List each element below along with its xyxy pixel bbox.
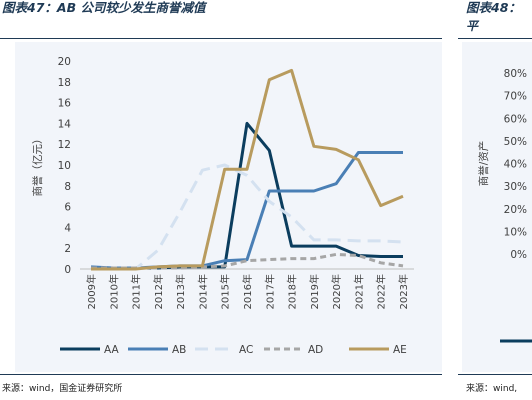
- x-tick-label: 2012年: [152, 274, 165, 309]
- right-y-tick-label: 70%: [504, 91, 527, 103]
- x-tick-label: 2021年: [352, 274, 365, 309]
- figure-48-title-continued: 平: [466, 19, 479, 33]
- right-y-tick-label: 40%: [504, 159, 527, 171]
- x-tick-label: 2009年: [85, 274, 98, 309]
- legend-label-ac: AC: [239, 344, 253, 356]
- right-y-tick-label: 80%: [504, 68, 527, 80]
- right-source-note: 来源：wind,: [466, 384, 518, 394]
- right-y-axis-title: 商誉/资产: [477, 141, 490, 187]
- left-title-rule: [0, 38, 442, 39]
- legend-label-ab: AB: [172, 344, 186, 356]
- x-tick-label: 2016年: [241, 274, 254, 309]
- right-y-tick-label: 50%: [504, 136, 527, 148]
- y-tick-label: 18: [58, 77, 71, 89]
- right-source-rule: [458, 374, 532, 375]
- figure-47-title: 图表47：AB 公司较少发生商誉减值: [2, 0, 206, 15]
- legend-label-aa: AA: [104, 344, 119, 356]
- right-title-rule: [458, 38, 532, 39]
- right-y-tick-label: 20%: [504, 204, 527, 216]
- series-line-ac: [91, 163, 404, 271]
- y-tick-label: 2: [64, 243, 71, 255]
- legend-label-ad: AD: [308, 344, 323, 356]
- right-chart-panel: [462, 42, 532, 372]
- right-y-tick-label: 60%: [504, 113, 527, 125]
- figure-48-title: 图表48：: [466, 0, 521, 15]
- y-tick-label: 4: [64, 222, 71, 234]
- y-tick-label: 16: [58, 98, 72, 110]
- y-tick-label: 14: [58, 118, 72, 130]
- y-axis-title: 商誉（亿元）: [31, 134, 44, 197]
- left-chart-panel: [15, 42, 442, 372]
- x-tick-label: 2023年: [397, 274, 410, 309]
- x-tick-label: 2020年: [330, 274, 343, 309]
- left-source-note: 来源：wind，国金证券研究所: [2, 384, 123, 394]
- y-tick-label: 12: [58, 139, 71, 151]
- series-line-ae: [91, 68, 404, 271]
- y-tick-label: 10: [58, 160, 71, 172]
- x-tick-label: 2015年: [219, 274, 232, 309]
- x-tick-label: 2010年: [107, 274, 120, 309]
- right-y-tick-label: 10%: [504, 226, 527, 238]
- x-tick-label: 2013年: [174, 274, 187, 309]
- legend-label-ae: AE: [393, 344, 407, 356]
- y-tick-label: 6: [64, 202, 71, 214]
- x-tick-label: 2022年: [375, 274, 388, 309]
- y-tick-label: 20: [58, 56, 71, 68]
- right-y-tick-label: 30%: [504, 181, 527, 193]
- y-tick-label: 0: [64, 264, 71, 276]
- x-tick-label: 2011年: [130, 274, 143, 309]
- left-source-rule: [0, 374, 442, 375]
- x-tick-label: 2018年: [286, 274, 299, 309]
- right-y-tick-label: 0%: [510, 249, 527, 261]
- x-tick-label: 2019年: [308, 274, 321, 309]
- x-tick-label: 2017年: [263, 274, 276, 309]
- x-tick-label: 2014年: [196, 274, 209, 309]
- y-tick-label: 8: [64, 181, 71, 193]
